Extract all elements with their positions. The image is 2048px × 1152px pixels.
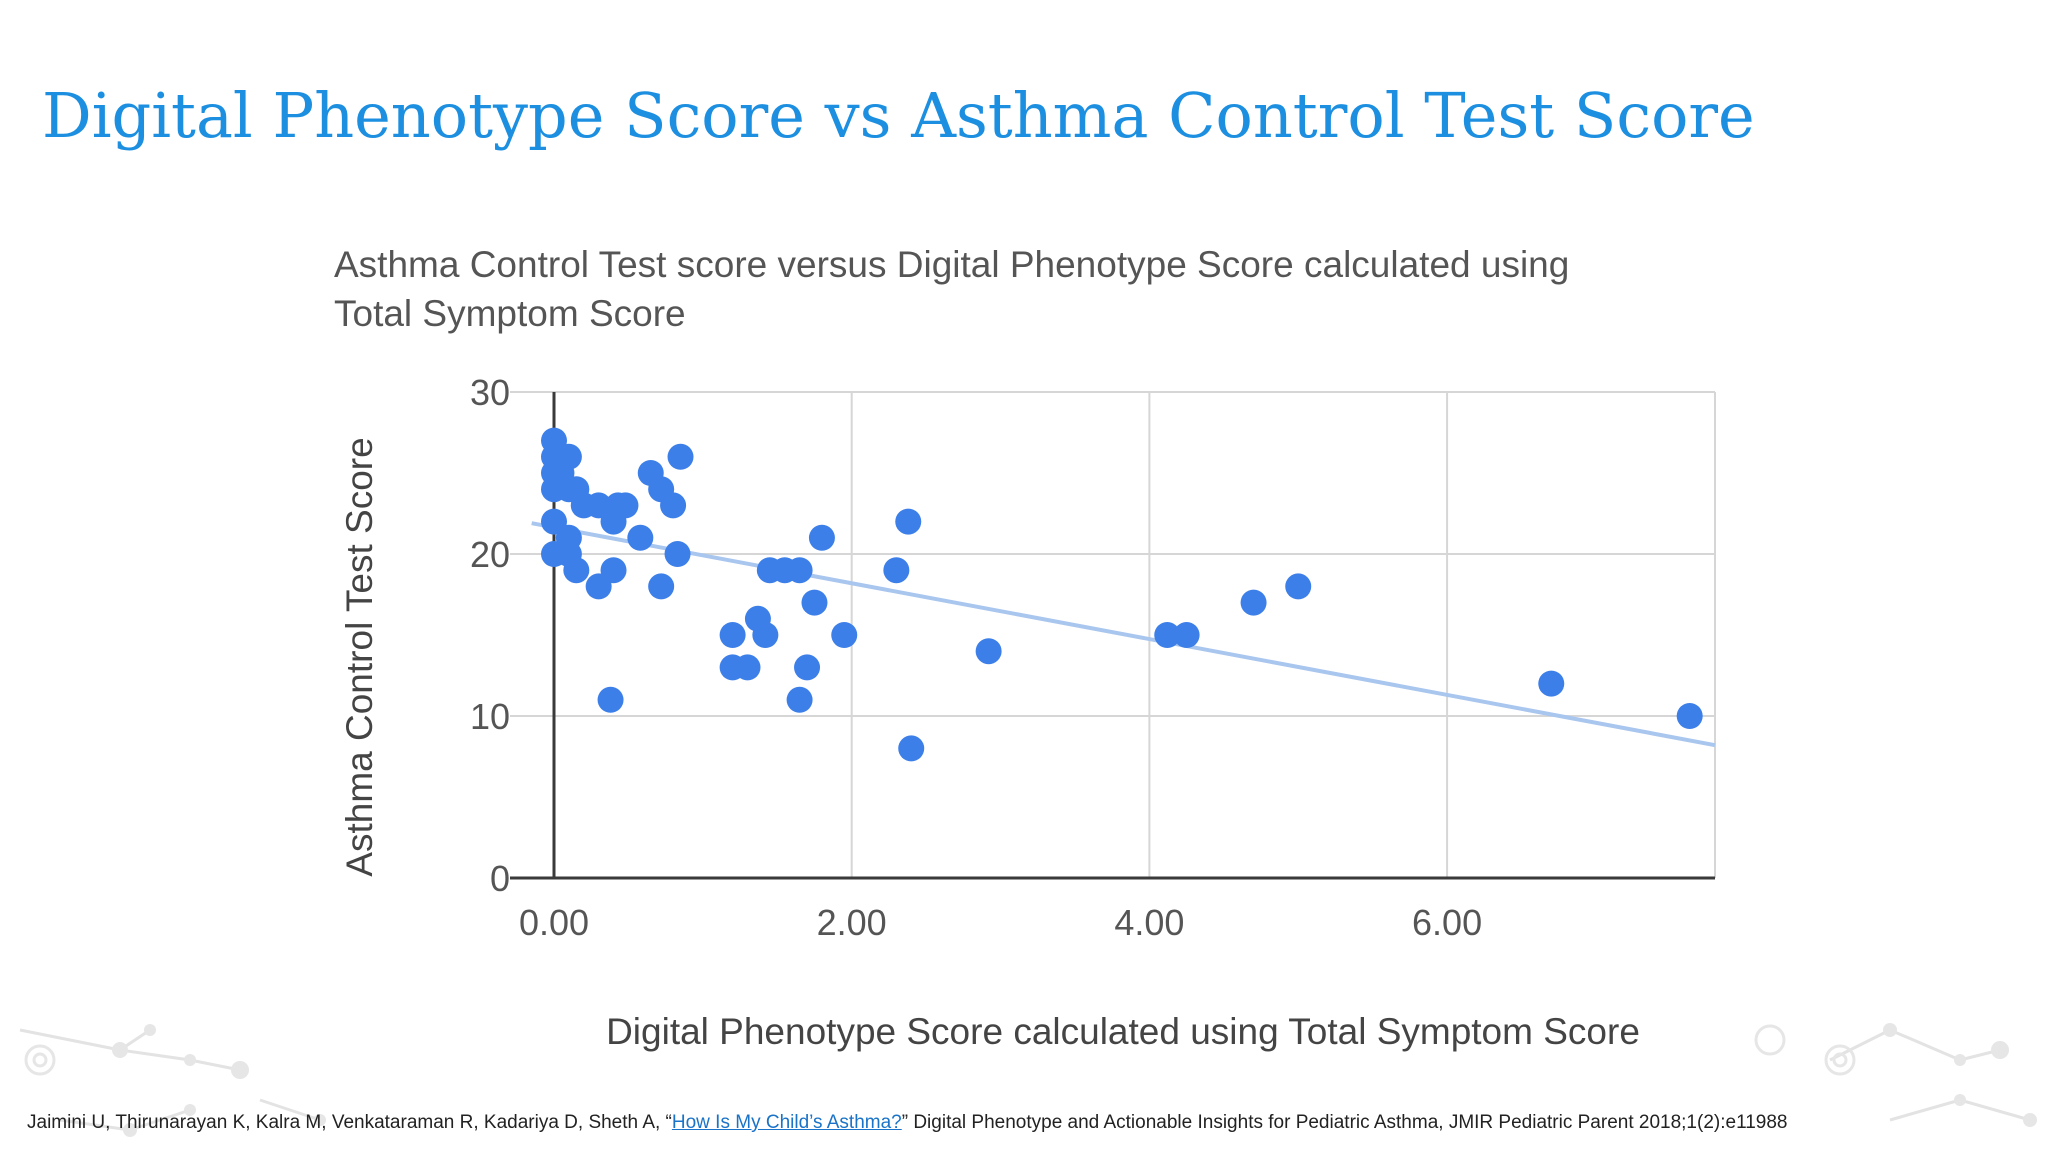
x-tick-label: 2.00	[817, 902, 887, 943]
data-point	[664, 541, 691, 567]
data-point	[794, 654, 821, 681]
data-point	[975, 638, 1002, 665]
slide-title: Digital Phenotype Score vs Asthma Contro…	[42, 79, 1755, 152]
citation-link[interactable]: How Is My Child’s Asthma?	[671, 1112, 902, 1133]
y-tick-label: 30	[470, 372, 510, 413]
y-tick-label: 0	[490, 858, 510, 899]
tick-labels: 0 10 20 30 0.00 2.00 4.00 6.00	[470, 372, 1482, 943]
data-point	[1173, 622, 1200, 648]
grid-lines	[510, 391, 1716, 878]
data-point	[719, 622, 746, 648]
data-point	[612, 492, 639, 519]
y-tick-label: 20	[470, 534, 510, 575]
y-tick-label: 10	[470, 696, 510, 737]
data-point	[752, 622, 779, 648]
citation-suffix: ” Digital Phenotype and Actionable Insig…	[901, 1112, 1788, 1133]
x-tick-label: 0.00	[519, 902, 589, 943]
data-point	[1240, 589, 1267, 616]
data-point	[786, 686, 813, 713]
data-point	[648, 573, 675, 600]
data-point	[895, 508, 922, 535]
data-point	[597, 686, 624, 713]
data-point	[627, 524, 654, 551]
data-point	[1285, 573, 1312, 600]
data-point	[734, 654, 761, 681]
citation: Jaimini U, Thirunarayan K, Kalra M, Venk…	[27, 1110, 1788, 1136]
data-point	[898, 735, 925, 762]
data-point	[883, 557, 910, 584]
y-axis-label: Asthma Control Test Score	[339, 437, 380, 876]
trendline-layer	[531, 521, 1716, 748]
data-point	[801, 589, 828, 616]
data-point	[660, 492, 687, 519]
trendline	[531, 521, 1716, 748]
data-point	[563, 557, 590, 584]
data-point	[831, 622, 858, 648]
data-point	[1154, 622, 1181, 648]
data-point	[555, 443, 582, 470]
data-points	[541, 427, 1703, 762]
x-tick-label: 4.00	[1114, 902, 1184, 943]
data-point	[786, 557, 813, 584]
data-point	[1676, 703, 1703, 729]
x-tick-label: 6.00	[1412, 902, 1482, 943]
data-point	[667, 443, 694, 470]
data-point	[808, 524, 835, 551]
chart-title-line-2: Total Symptom Score	[334, 293, 686, 334]
x-axis-label: Digital Phenotype Score calculated using…	[606, 1011, 1640, 1052]
chart-title-line-1: Asthma Control Test score versus Digital…	[334, 244, 1569, 285]
data-point	[600, 557, 627, 584]
axes	[510, 392, 1715, 880]
data-point	[1538, 670, 1565, 697]
citation-prefix: Jaimini U, Thirunarayan K, Kalra M, Venk…	[27, 1112, 672, 1133]
